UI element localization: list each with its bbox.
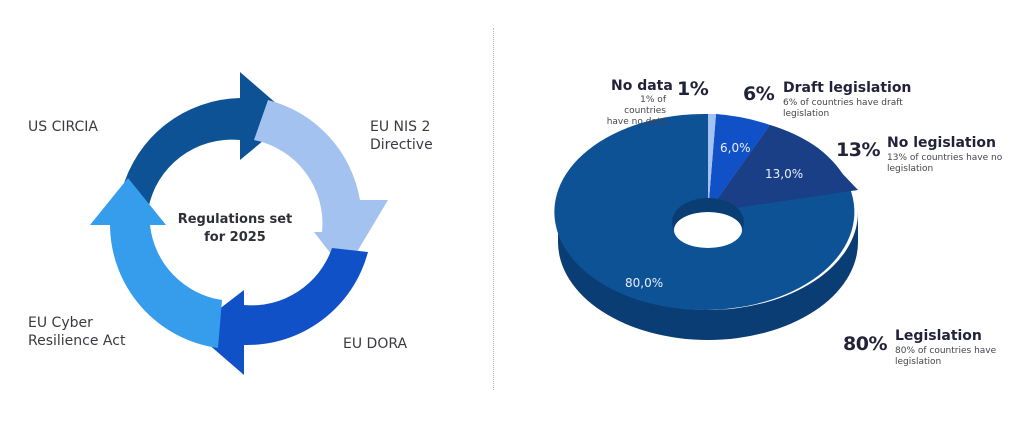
legend-legislation-desc: 80% of countries have legislation bbox=[895, 346, 997, 367]
label-eu-cra: EU Cyber Resilience Act bbox=[28, 315, 126, 349]
legend-draft-desc: 6% of countries have draft legislation bbox=[783, 98, 903, 119]
legend-draft-pct: 6% bbox=[743, 83, 775, 105]
cycle-arrow-eu-cra bbox=[90, 178, 222, 348]
cycle-arrow-eu-nis2 bbox=[254, 100, 388, 272]
legend-no-legislation-desc: 13% of countries have no legislation bbox=[887, 153, 1003, 174]
slice-label-legislation: 80,0% bbox=[625, 276, 664, 290]
legend-no-data-title: No data bbox=[611, 78, 673, 94]
legend-no-data-pct: 1% bbox=[677, 78, 709, 100]
slice-label-draft: 6,0% bbox=[720, 141, 751, 155]
slice-draft[interactable] bbox=[708, 114, 770, 212]
legend-legislation-pct: 80% bbox=[843, 333, 887, 355]
slice-label-no-legislation: 13,0% bbox=[765, 167, 804, 181]
donut-chart bbox=[554, 113, 858, 340]
cycle-arrow-eu-dora bbox=[192, 248, 368, 375]
label-eu-nis2: EU NIS 2 Directive bbox=[370, 119, 433, 153]
cycle-center-title: Regulations set for 2025 bbox=[177, 212, 293, 245]
legend-no-legislation-pct: 13% bbox=[836, 139, 880, 161]
label-us-circia: US CIRCIA bbox=[28, 119, 98, 135]
legend-no-legislation-title: No legislation bbox=[887, 135, 996, 151]
label-eu-dora: EU DORA bbox=[343, 336, 408, 352]
legend-draft-title: Draft legislation bbox=[783, 80, 912, 96]
legend-no-data-desc: 1% of countries have no data bbox=[606, 95, 666, 127]
cycle-arrow-us-circia bbox=[122, 72, 292, 210]
divider bbox=[493, 28, 494, 390]
legend-legislation-title: Legislation bbox=[895, 328, 982, 344]
slice-no-data[interactable] bbox=[708, 113, 716, 212]
